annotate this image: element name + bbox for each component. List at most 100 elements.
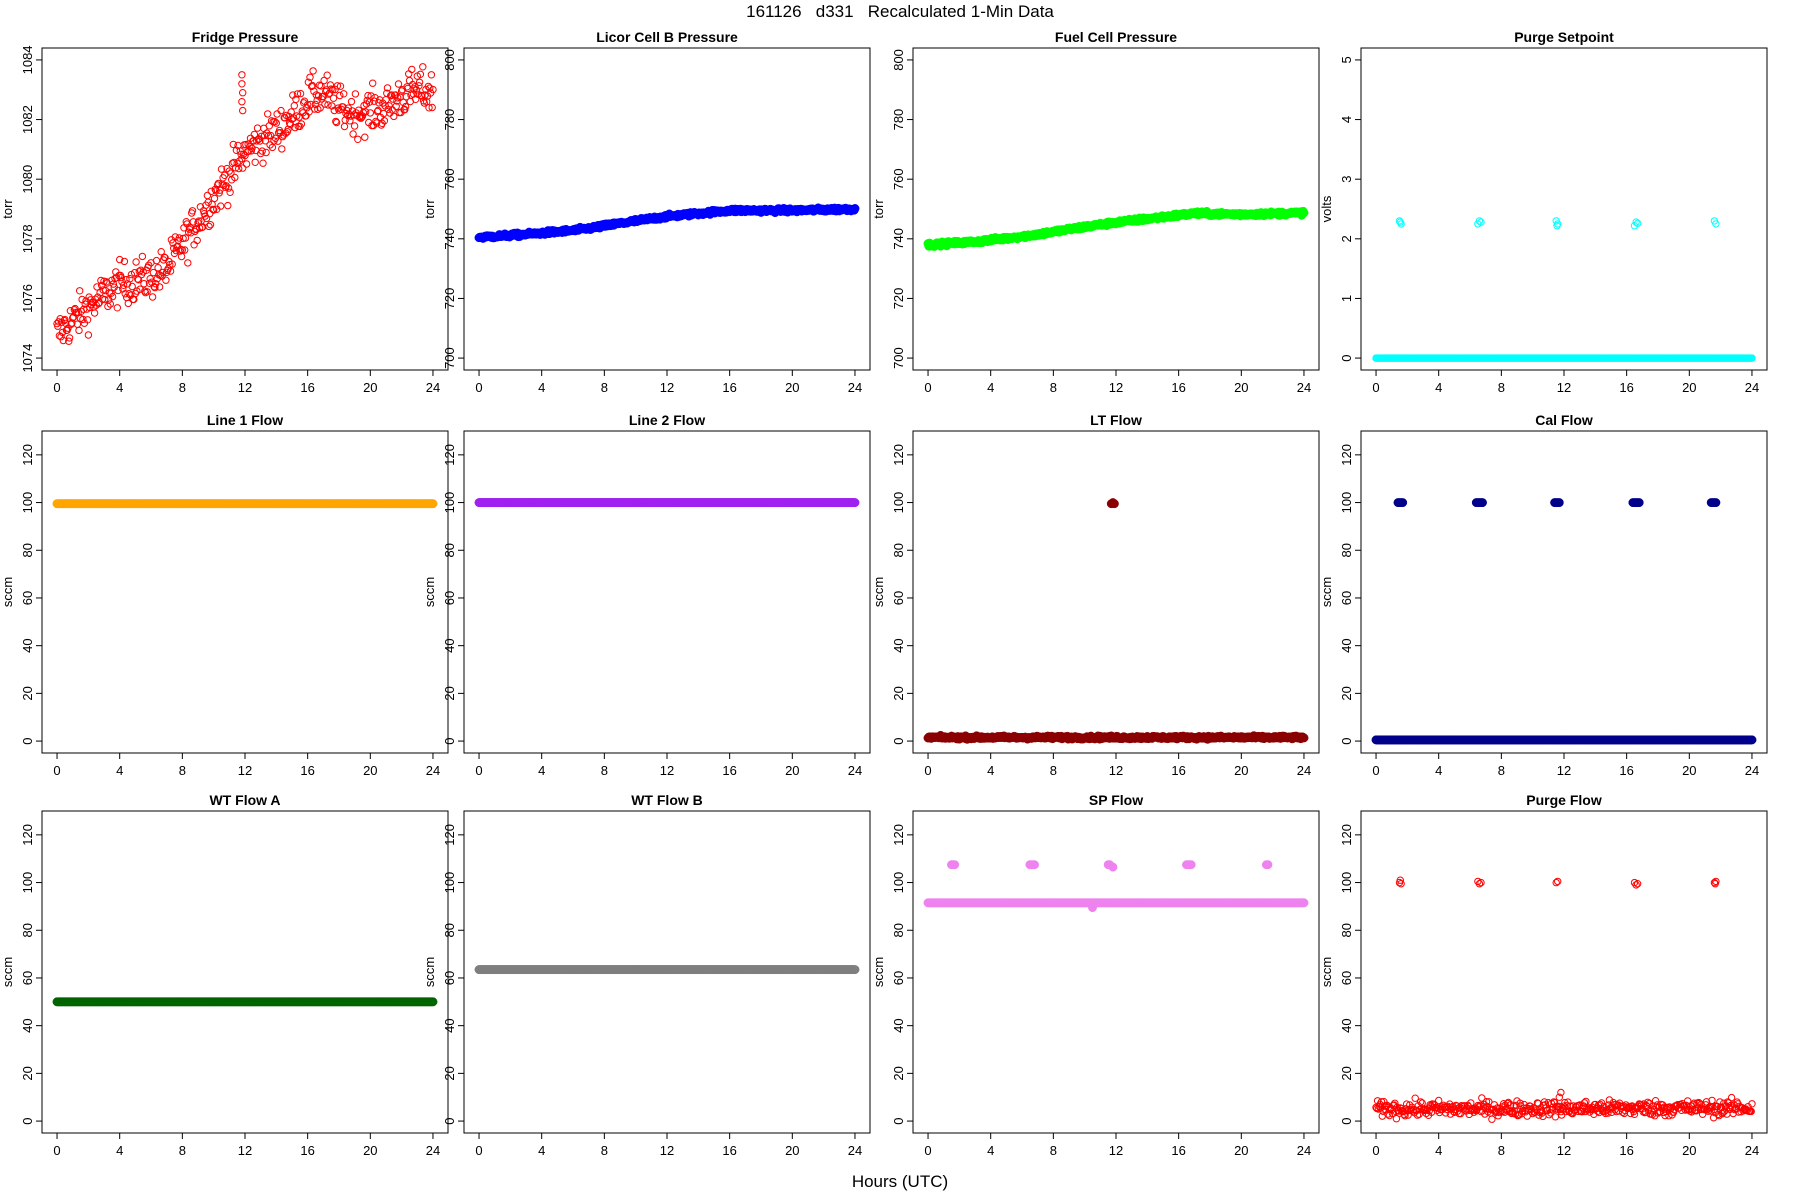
data-point [1398, 498, 1408, 508]
data-point [83, 316, 92, 324]
data-point [224, 201, 232, 210]
data-point [239, 106, 247, 115]
y-tick-label: 20 [442, 1066, 457, 1080]
data-point [242, 160, 251, 168]
data-point [136, 285, 144, 293]
data-point [328, 102, 336, 110]
data-point [350, 122, 359, 130]
x-tick-label: 8 [601, 1143, 608, 1158]
data-point [113, 304, 122, 312]
x-tick-label: 20 [1682, 380, 1696, 395]
y-tick-label: 3 [1339, 176, 1354, 183]
y-tick-label: 5 [1339, 56, 1354, 63]
data-point [354, 135, 362, 144]
data-point [101, 295, 109, 304]
data-point [231, 173, 239, 182]
x-tick-label: 12 [1557, 763, 1571, 778]
x-tick-label: 12 [238, 763, 252, 778]
y-tick-label: 0 [442, 1117, 457, 1124]
data-point [134, 276, 143, 284]
y-tick-label: 20 [1339, 686, 1354, 700]
y-tick-label: 0 [1339, 354, 1354, 361]
y-tick-label: 100 [442, 872, 457, 894]
data-point [330, 106, 338, 115]
data-point [106, 300, 115, 308]
data-points [52, 997, 438, 1007]
data-point [207, 187, 216, 196]
data-point [166, 267, 175, 275]
data-point [65, 337, 73, 345]
y-tick-label: 1084 [20, 45, 35, 74]
data-point [203, 191, 212, 200]
x-tick-label: 4 [116, 380, 123, 395]
data-points [1371, 498, 1757, 745]
data-point [428, 103, 436, 112]
data-point [184, 259, 192, 267]
chart-title: LT Flow [1090, 412, 1142, 428]
x-tick-label: 20 [1234, 763, 1248, 778]
data-point [313, 96, 321, 105]
x-tick-label: 8 [179, 380, 186, 395]
data-point [224, 184, 233, 192]
x-tick-label: 20 [363, 380, 377, 395]
data-point [264, 132, 273, 140]
data-point [383, 89, 391, 97]
data-point [1554, 498, 1564, 508]
x-tick-label: 16 [300, 763, 314, 778]
data-point [221, 183, 230, 191]
data-point [248, 144, 256, 153]
data-points [1372, 217, 1756, 362]
x-tick-label: 16 [300, 1143, 314, 1158]
data-point [309, 67, 317, 75]
data-point [75, 326, 83, 335]
data-point [161, 254, 169, 262]
data-points [53, 63, 437, 345]
data-point [178, 246, 187, 254]
y-tick-label: 40 [1339, 638, 1354, 652]
data-point [264, 110, 272, 118]
data-point [1711, 498, 1721, 508]
x-tick-label: 16 [722, 763, 736, 778]
y-tick-label: 720 [442, 288, 457, 310]
data-point [239, 89, 247, 97]
y-tick-label: 740 [891, 228, 906, 250]
data-point [102, 278, 111, 286]
plot-frame [1360, 430, 1768, 754]
data-point [1478, 498, 1487, 508]
data-point [358, 113, 366, 121]
data-point [333, 82, 342, 90]
data-point [190, 241, 198, 249]
data-point [343, 106, 351, 115]
x-tick-label: 20 [1682, 763, 1696, 778]
data-point [59, 336, 67, 345]
x-tick-label: 12 [660, 380, 674, 395]
plot-frame [912, 430, 1320, 754]
x-tick-label: 12 [238, 380, 252, 395]
y-tick-label: 100 [20, 492, 35, 514]
data-point [235, 157, 244, 165]
data-point [132, 258, 140, 266]
y-axis-label: sccm [422, 957, 437, 987]
chart-title: Licor Cell B Pressure [596, 29, 738, 45]
y-tick-label: 80 [891, 543, 906, 557]
data-point [374, 106, 382, 115]
data-point [336, 82, 345, 90]
y-tick-label: 120 [442, 824, 457, 846]
data-point [296, 89, 305, 98]
data-point [329, 94, 338, 102]
data-point [310, 87, 318, 95]
data-point [311, 105, 319, 113]
data-point [140, 280, 148, 288]
y-tick-label: 800 [891, 49, 906, 71]
y-tick-label: 60 [20, 971, 35, 985]
data-point [223, 164, 231, 173]
x-tick-label: 8 [179, 1143, 186, 1158]
y-tick-label: 20 [20, 1066, 35, 1080]
x-tick-label: 16 [1619, 763, 1633, 778]
data-point [157, 248, 165, 256]
data-points [474, 203, 860, 243]
data-point [304, 101, 312, 109]
